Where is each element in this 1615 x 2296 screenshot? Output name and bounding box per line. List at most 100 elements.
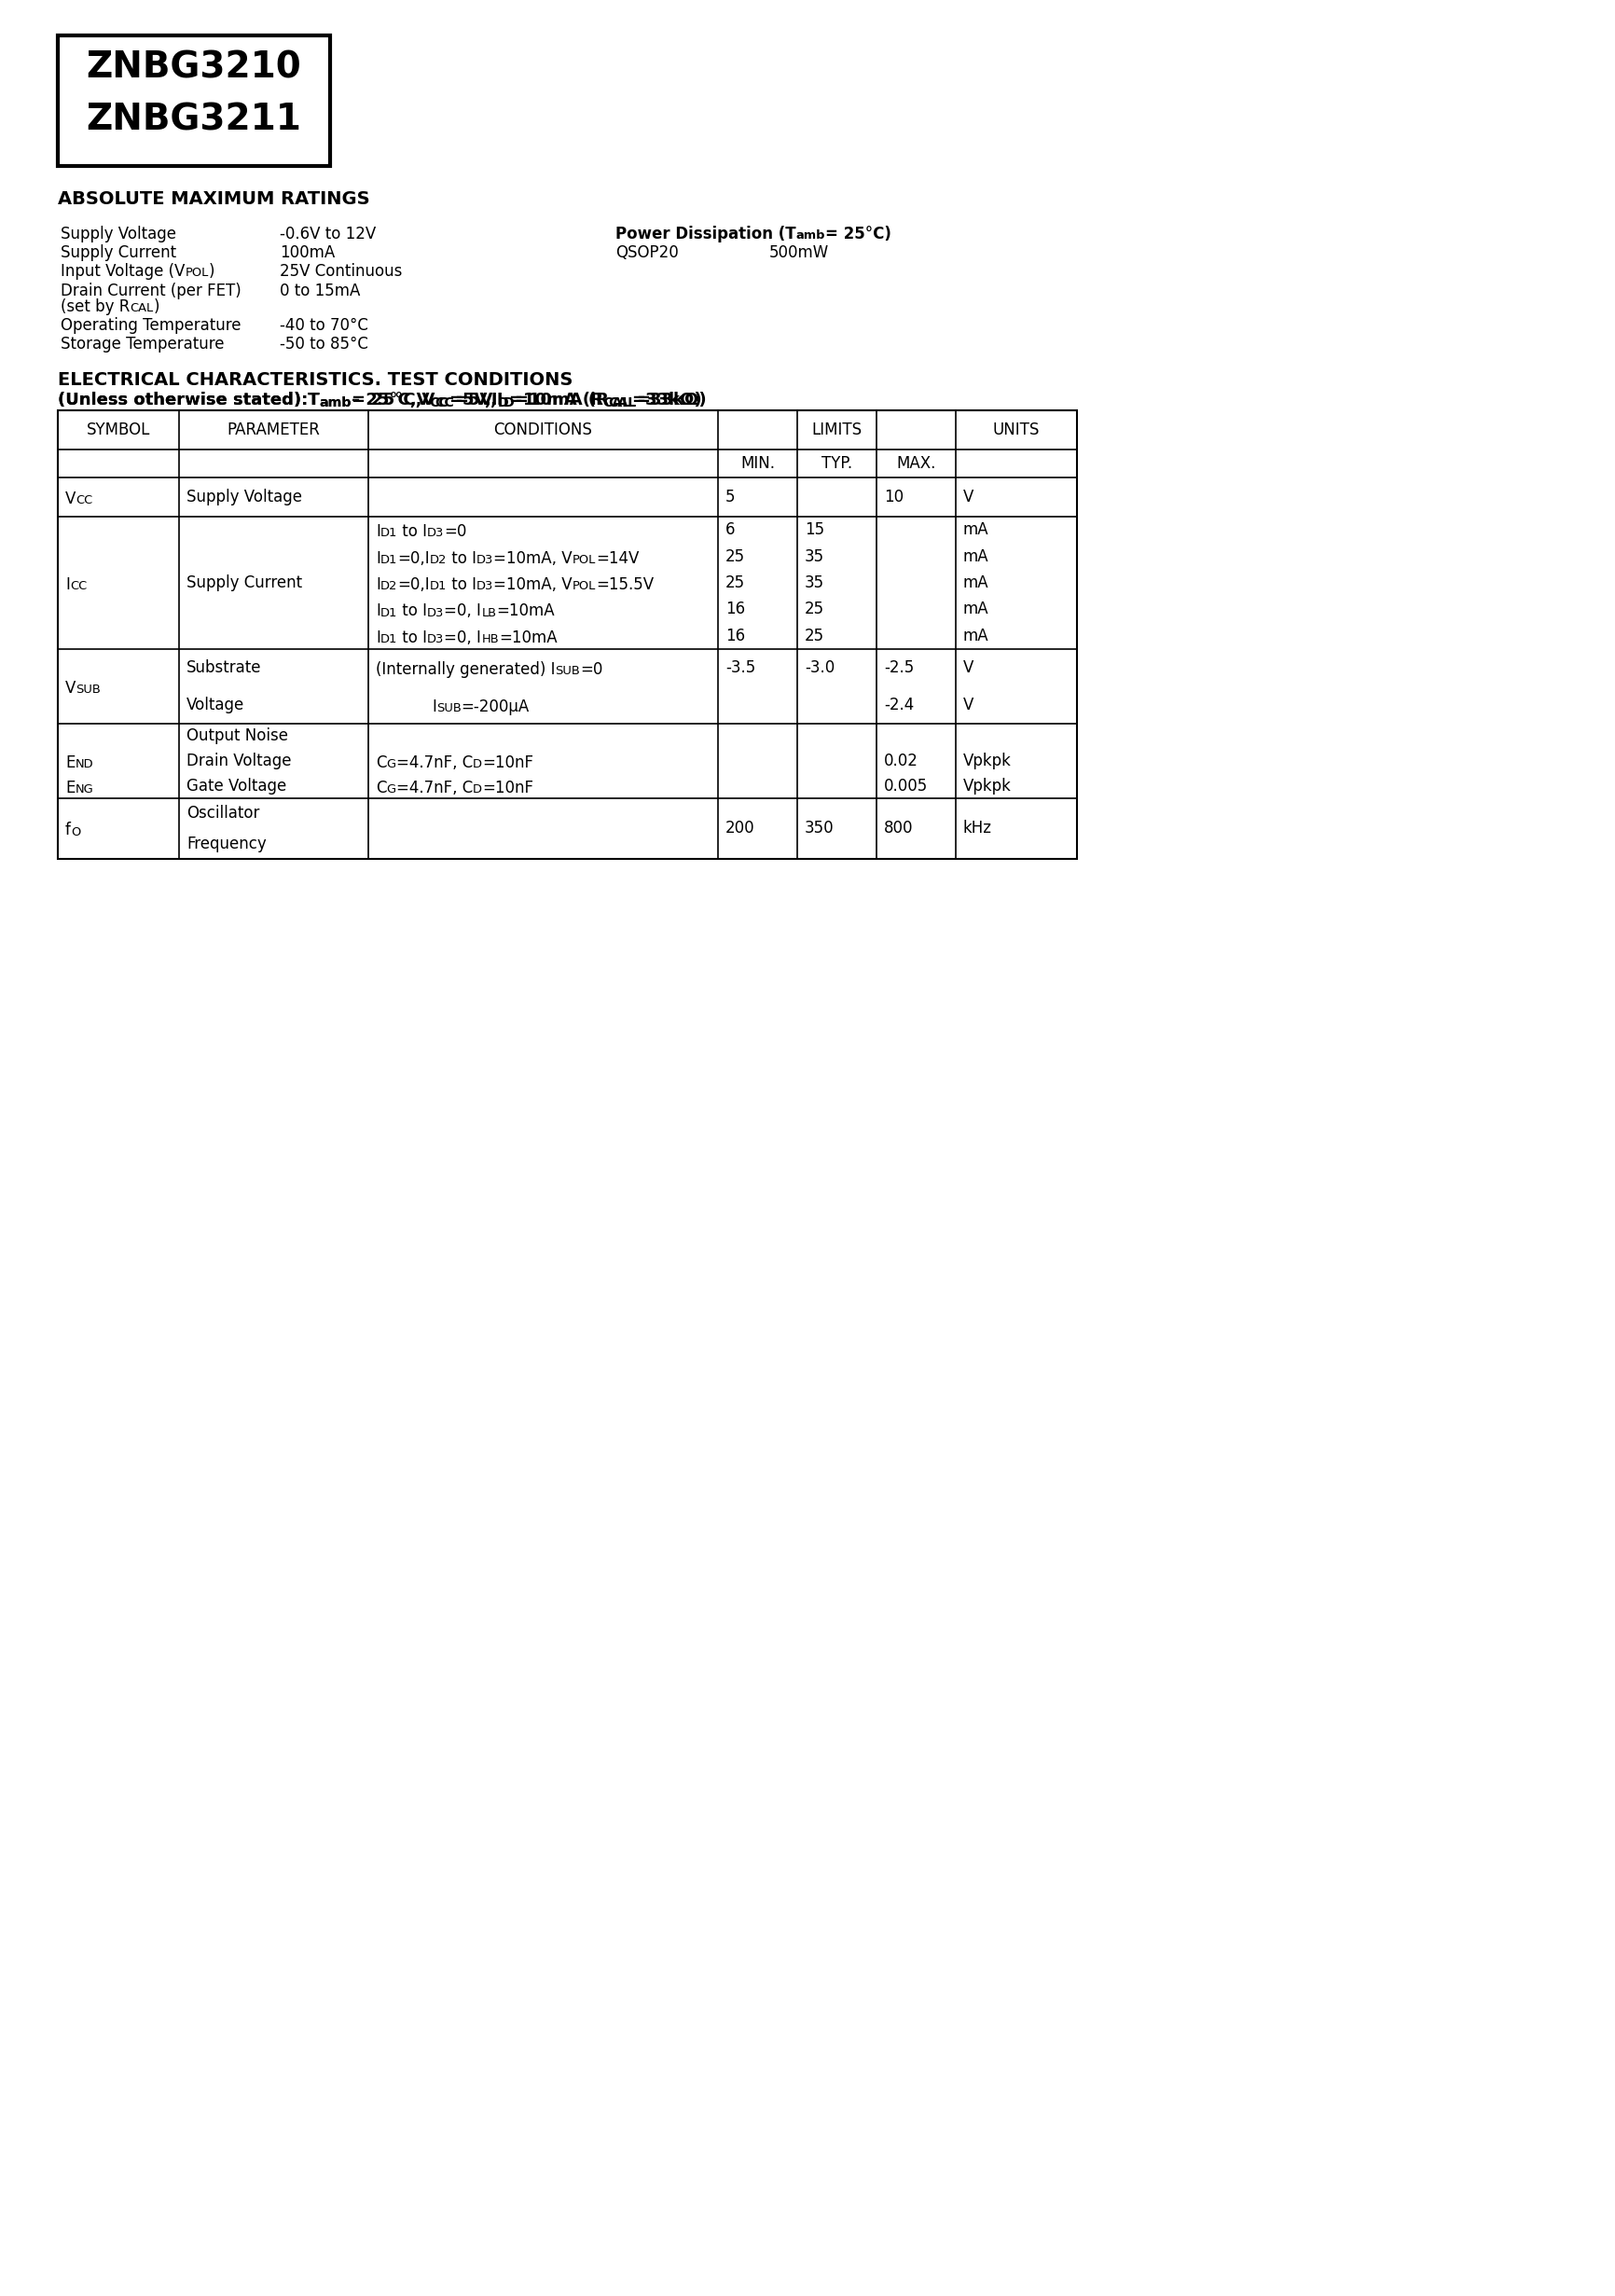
Text: 25: 25 [804, 602, 824, 618]
Text: to I: to I [397, 604, 426, 620]
Text: D3: D3 [476, 581, 493, 592]
Text: =10mA (R: =10mA (R [509, 393, 602, 409]
Text: =10mA (R: =10mA (R [514, 393, 607, 409]
Text: D: D [502, 395, 514, 409]
Text: f: f [65, 822, 71, 838]
Text: PARAMETER: PARAMETER [228, 422, 320, 439]
Text: SUB: SUB [556, 666, 580, 677]
Text: mA: mA [963, 574, 988, 592]
Text: D1: D1 [380, 553, 397, 565]
Text: MAX.: MAX. [896, 455, 935, 473]
Text: POL: POL [572, 581, 596, 592]
Text: =14V: =14V [596, 549, 640, 567]
Text: CC: CC [69, 581, 87, 592]
Text: -0.6V to 12V: -0.6V to 12V [279, 225, 376, 243]
Text: 350: 350 [804, 820, 833, 838]
Text: I: I [376, 604, 380, 620]
Text: =5V,I: =5V,I [449, 393, 497, 409]
Text: I: I [376, 576, 380, 592]
Text: 0.005: 0.005 [883, 778, 927, 794]
Text: 500mW: 500mW [769, 243, 828, 262]
Text: amb: amb [796, 230, 825, 241]
Text: D1: D1 [380, 528, 397, 540]
Text: D1: D1 [430, 581, 446, 592]
Text: Storage Temperature: Storage Temperature [61, 335, 224, 354]
Text: Power Dissipation (T: Power Dissipation (T [615, 225, 796, 243]
Text: D: D [472, 758, 481, 771]
Text: =10nF: =10nF [481, 755, 533, 771]
Text: (Unless otherwise stated):T: (Unless otherwise stated):T [58, 393, 320, 409]
Text: Operating Temperature: Operating Temperature [61, 317, 241, 333]
Text: ABSOLUTE MAXIMUM RATINGS: ABSOLUTE MAXIMUM RATINGS [58, 191, 370, 209]
Text: =33kΩ): =33kΩ) [631, 393, 701, 409]
Text: =33kΩ): =33kΩ) [636, 393, 707, 409]
Text: I: I [376, 629, 380, 645]
Text: ): ) [153, 298, 160, 315]
Text: LIMITS: LIMITS [811, 422, 862, 439]
Text: QSOP20: QSOP20 [615, 243, 678, 262]
Text: Voltage: Voltage [186, 696, 244, 714]
Text: to I: to I [397, 629, 426, 645]
Text: CAL: CAL [602, 395, 631, 409]
Text: D2: D2 [430, 553, 446, 565]
Text: 5: 5 [725, 489, 735, 505]
Text: Supply Voltage: Supply Voltage [186, 489, 302, 505]
Text: V: V [65, 491, 76, 507]
Text: =15.5V: =15.5V [596, 576, 654, 592]
Text: I: I [376, 523, 380, 540]
Text: Supply Current: Supply Current [61, 243, 176, 262]
Text: Supply Voltage: Supply Voltage [61, 225, 176, 243]
Text: =0, I: =0, I [444, 629, 481, 645]
Text: Vpkpk: Vpkpk [963, 778, 1011, 794]
Text: =10mA: =10mA [499, 629, 557, 645]
Text: -40 to 70°C: -40 to 70°C [279, 317, 368, 333]
Text: E: E [65, 755, 74, 771]
Text: mA: mA [963, 627, 988, 645]
Text: NG: NG [74, 783, 94, 794]
Text: =0: =0 [580, 661, 602, 677]
Text: LB: LB [481, 606, 496, 620]
Text: 16: 16 [725, 602, 745, 618]
Text: CC: CC [76, 494, 92, 507]
Text: =10mA, V: =10mA, V [493, 576, 572, 592]
Text: =0,I: =0,I [397, 576, 430, 592]
Text: Substrate: Substrate [186, 659, 262, 675]
Text: C: C [376, 778, 386, 797]
Text: D3: D3 [426, 634, 444, 645]
Text: amb: amb [320, 395, 352, 409]
Text: to I: to I [446, 549, 476, 567]
Text: Gate Voltage: Gate Voltage [186, 778, 286, 794]
Text: =4.7nF, C: =4.7nF, C [396, 778, 472, 797]
Text: V: V [963, 659, 974, 675]
Text: 0 to 15mA: 0 to 15mA [279, 282, 360, 298]
Text: =10mA: =10mA [496, 604, 554, 620]
Text: CC: CC [434, 395, 454, 409]
Text: 0.02: 0.02 [883, 753, 917, 769]
Text: =10nF: =10nF [481, 778, 533, 797]
Text: Input Voltage (V: Input Voltage (V [61, 264, 184, 280]
Text: ZNBG3211: ZNBG3211 [86, 103, 302, 138]
Text: CC: CC [430, 395, 449, 409]
Text: SUB: SUB [76, 684, 100, 696]
Text: = 25°C,V: = 25°C,V [352, 393, 434, 409]
Text: Vpkpk: Vpkpk [963, 753, 1011, 769]
Text: C: C [376, 755, 386, 771]
Text: G: G [386, 758, 396, 771]
Text: (set by R: (set by R [61, 298, 129, 315]
Bar [58, 34, 329, 165]
Text: G: G [386, 783, 396, 794]
Text: -3.5: -3.5 [725, 659, 756, 675]
Text: UNITS: UNITS [992, 422, 1040, 439]
Text: 25V Continuous: 25V Continuous [279, 264, 402, 280]
Text: TYP.: TYP. [820, 455, 851, 473]
Text: D3: D3 [426, 528, 444, 540]
Text: =10mA, V: =10mA, V [493, 549, 572, 567]
Text: 800: 800 [883, 820, 912, 838]
Text: 35: 35 [804, 574, 824, 592]
Text: D: D [497, 395, 509, 409]
Text: -50 to 85°C: -50 to 85°C [279, 335, 368, 354]
Text: D1: D1 [380, 634, 397, 645]
Text: -2.4: -2.4 [883, 696, 914, 714]
Text: mA: mA [963, 549, 988, 565]
Text: mA: mA [963, 521, 988, 537]
